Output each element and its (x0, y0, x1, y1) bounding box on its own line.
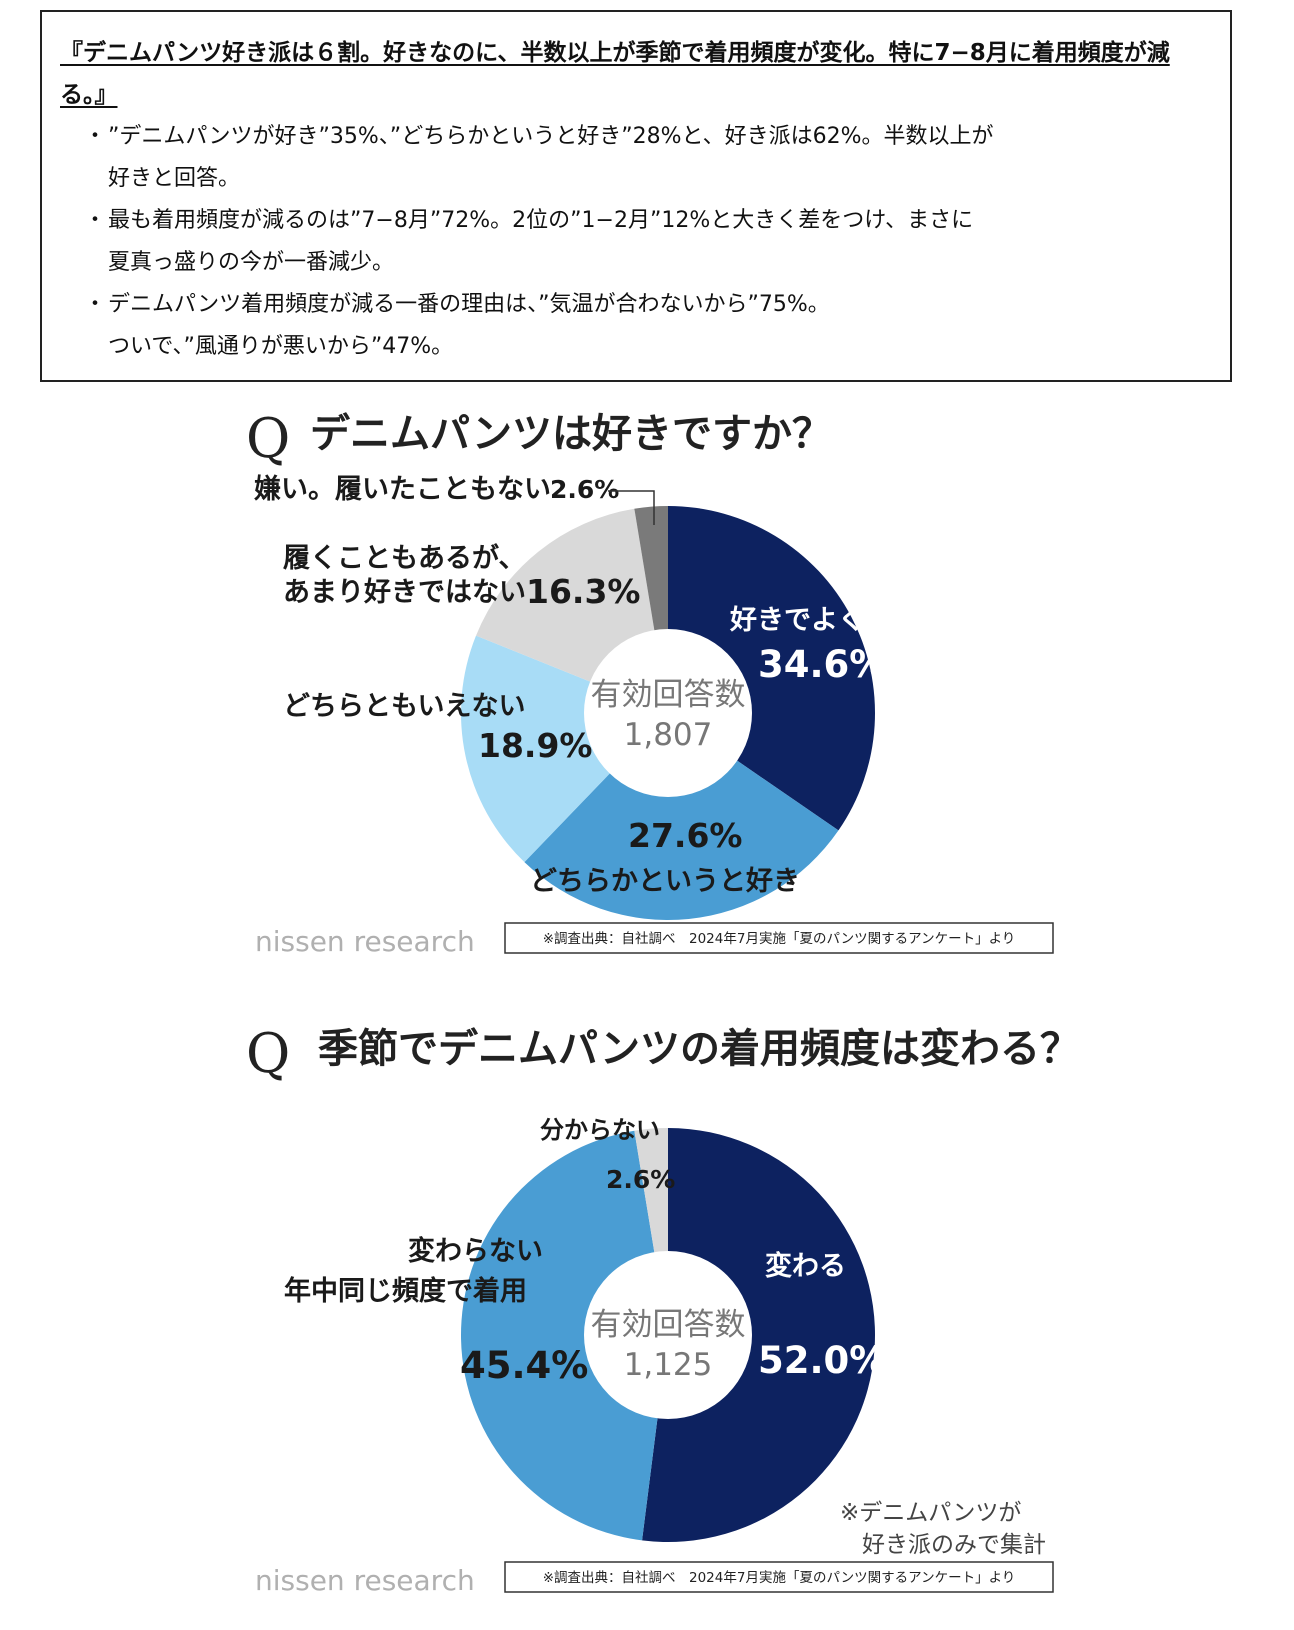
slice-label: 履くこともあるが、 (283, 542, 525, 574)
slice-label: どちらかというと好き (530, 866, 800, 897)
bullet-line: ついで、”風通りが悪いから”47%。 (108, 334, 454, 359)
summary-box: 『デニムパンツ好き派は６割。好きなのに、半数以上が季節で着用頻度が変化。特に7−… (40, 10, 1232, 382)
donut-hole (584, 629, 752, 797)
donut-hole (584, 1251, 752, 1419)
slice-label: 嫌い。履いたこともない (254, 474, 551, 505)
slice-percent: 52.0% (758, 1339, 886, 1382)
brand-logo: nissen research (255, 925, 475, 958)
pie-slice (524, 758, 839, 920)
summary-bullets: ”デニムパンツが好き”35%、”どちらかというと好き”28%と、好き派は62%。… (60, 116, 1212, 368)
pie-slice (461, 1130, 658, 1541)
pie-slices (460, 506, 875, 920)
summary-bullet: 最も着用頻度が減るのは”7−8月”72%。2位の”1−2月”12%と大きく差をつ… (84, 200, 1212, 284)
slice-label: あまり好きではない (283, 577, 526, 608)
pie-slices (461, 1128, 876, 1542)
slice-label: 年中同じ頻度で着用 (284, 1275, 527, 1307)
slice-percent: 27.6% (628, 816, 743, 855)
slice-label: 分からない (540, 1116, 660, 1144)
slice-label: どちらともいえない (283, 691, 525, 722)
source-box (504, 922, 1054, 954)
slice-label: 変わる (765, 1250, 846, 1282)
chart-question: 季節でデニムパンツの着用頻度は変わる？ (318, 1026, 1080, 1072)
slice-label: 好きでよく履いている (729, 605, 999, 636)
slice-percent: 45.4% (460, 1344, 588, 1387)
pie-slice (642, 1128, 876, 1542)
question-mark: Q (246, 407, 290, 470)
pie-slice (634, 506, 668, 635)
pie-slice (460, 635, 613, 863)
bullet-line: 好きと回答。 (108, 166, 241, 191)
summary-title: 『デニムパンツ好き派は６割。好きなのに、半数以上が季節で着用頻度が変化。特に7−… (60, 40, 1170, 108)
slice-percent: 34.6% (758, 643, 886, 686)
bullet-line: 最も着用頻度が減るのは”7−8月”72%。2位の”1−2月”12%と大きく差をつ… (108, 208, 974, 233)
chart-seasonal-frequency: Q 季節でデニムパンツの着用頻度は変わる？ 有効回答数 1,125 変わる 52… (246, 1022, 1080, 1597)
pie-slice (634, 1128, 668, 1257)
brand-logo: nissen research (255, 1564, 475, 1597)
bullet-line: デニムパンツ着用頻度が減る一番の理由は、”気温が合わないから”75%。 (108, 292, 830, 317)
question-mark: Q (246, 1022, 290, 1085)
slice-percent: 2.6% (550, 475, 619, 504)
aggregation-note: ※デニムパンツが (840, 1500, 1021, 1526)
summary-bullet: デニムパンツ着用頻度が減る一番の理由は、”気温が合わないから”75%。 ついで、… (84, 284, 1212, 368)
pie-slice (668, 506, 875, 831)
center-label: 有効回答数 (591, 677, 746, 713)
bullet-line: 夏真っ盛りの今が一番減少。 (108, 250, 395, 275)
center-value: 1,125 (624, 1347, 713, 1383)
center-label: 有効回答数 (591, 1307, 746, 1343)
slice-percent: 16.3% (526, 572, 641, 611)
chart-question: デニムパンツは好きですか？ (310, 411, 832, 457)
aggregation-note: 好き派のみで集計 (862, 1532, 1046, 1558)
slice-label: 変わらない (408, 1235, 543, 1267)
source-box (504, 1561, 1054, 1593)
source-note: ※調査出典：自社調べ 2024年7月実施「夏のパンツ関するアンケート」より (543, 1570, 1016, 1586)
bullet-line: ”デニムパンツが好き”35%、”どちらかというと好き”28%と、好き派は62%。… (108, 124, 994, 149)
leader-line (608, 490, 655, 525)
slice-percent: 2.6% (606, 1165, 675, 1194)
chart-denim-preference: Q デニムパンツは好きですか？ 有効回答数 1,807 好きでよく履いている 3… (246, 407, 1054, 958)
summary-bullet: ”デニムパンツが好き”35%、”どちらかというと好き”28%と、好き派は62%。… (84, 116, 1212, 200)
center-value: 1,807 (624, 717, 713, 753)
pie-slice (476, 508, 655, 684)
source-note: ※調査出典：自社調べ 2024年7月実施「夏のパンツ関するアンケート」より (543, 931, 1016, 947)
slice-percent: 18.9% (478, 726, 593, 765)
